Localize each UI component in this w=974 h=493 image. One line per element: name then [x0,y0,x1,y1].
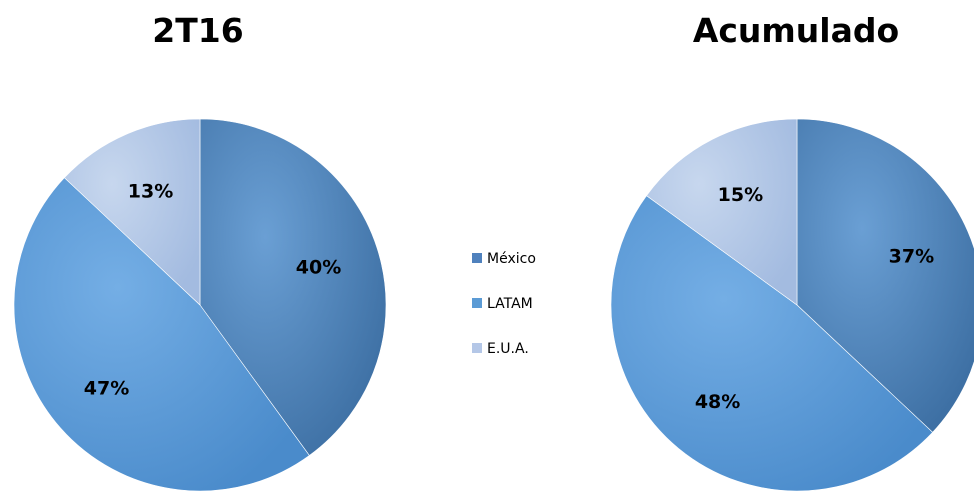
pie-slice-eua [646,118,798,306]
pie-slice-latam [13,177,310,492]
pie-slice-mxico [796,118,974,433]
chart-title-acumulado: Acumulado [693,11,899,50]
pie-slice-eua [63,118,201,306]
pie-acumulado-slices [610,118,974,492]
legend-swatch-latam [472,298,482,308]
slice-label-latam: 47% [84,377,129,399]
legend-label-mexico: México [487,251,536,267]
pie-chart-2t16: 2T16 40% 47% 13% [13,11,387,492]
slice-label-latam: 48% [695,391,740,413]
chart-title-2t16: 2T16 [152,11,243,50]
slice-label-eua: 15% [718,184,763,206]
pie-slice-mxico [199,118,387,456]
legend-swatch-mexico [472,253,482,263]
legend-label-latam: LATAM [487,296,533,312]
slice-label-eua: 13% [128,181,173,203]
pie-acumulado-labels: 37% 48% 15% [695,184,934,413]
slice-label-mxico: 40% [296,256,341,278]
pie-2t16-labels: 40% 47% 13% [84,181,341,400]
pie-2t16-slices [13,118,387,492]
pie-slice-latam [610,195,934,492]
slice-label-mxico: 37% [889,246,934,268]
legend-label-eua: E.U.A. [487,341,529,357]
pie-chart-acumulado: Acumulado 37% 48% 15% [610,11,974,492]
legend: México LATAM E.U.A. [472,251,536,357]
legend-swatch-eua [472,343,482,353]
